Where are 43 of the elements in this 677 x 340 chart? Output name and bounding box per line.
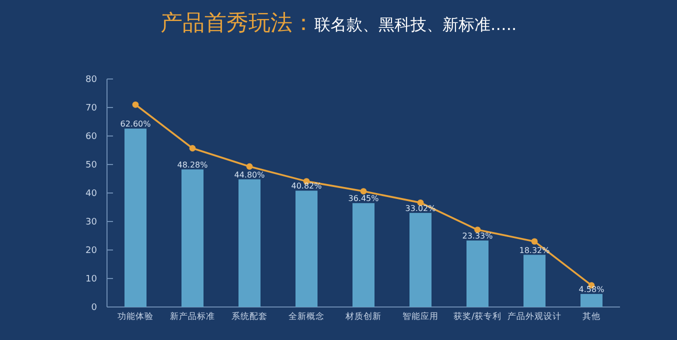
bar [182, 169, 204, 307]
x-tick-label: 材质创新 [344, 311, 382, 322]
point [531, 238, 538, 245]
x-tick-label: 系统配套 [232, 311, 268, 322]
bar [466, 240, 488, 307]
y-tick-label: 40 [86, 189, 98, 199]
data-label: 36.45% [348, 194, 380, 204]
x-tick-label: 智能应用 [402, 311, 438, 322]
bar [352, 203, 374, 307]
data-label: 62.60% [120, 120, 152, 129]
bar [580, 294, 602, 307]
y-tick-label: 50 [86, 160, 98, 170]
data-label: 48.28% [177, 160, 208, 170]
x-tick-label: 功能体验 [118, 311, 154, 322]
bar [524, 254, 546, 307]
point [246, 163, 253, 170]
y-tick-label: 10 [86, 274, 98, 284]
y-tick-label: 70 [86, 104, 98, 114]
bar [124, 128, 146, 307]
x-tick-label: 其他 [582, 311, 600, 322]
point [132, 101, 139, 108]
point [474, 226, 481, 233]
data-label: 4.58% [578, 284, 605, 294]
bar [296, 190, 318, 307]
data-label: 33.02% [405, 204, 436, 213]
chart-subtitle: 联名款、黑科技、新标准….. [314, 15, 517, 34]
y-tick-label: 20 [86, 246, 98, 256]
y-tick-label: 60 [86, 132, 98, 142]
x-tick-label: 获奖/获专利 [454, 311, 502, 322]
y-tick-label: 30 [86, 218, 98, 228]
bar [410, 212, 432, 307]
y-tick-label: 0 [91, 303, 98, 313]
bar [238, 179, 260, 307]
x-tick-label: 产品外观设计 [508, 311, 562, 322]
point [189, 145, 196, 152]
x-tick-label: 全新概念 [288, 311, 324, 322]
data-label: 23.33% [462, 232, 494, 241]
data-label: 44.80% [234, 170, 266, 180]
x-tick-label: 新产品标准 [170, 311, 215, 322]
point [360, 188, 367, 194]
data-label: 40.82% [291, 182, 322, 191]
chart-title: 产品首秀玩法： [160, 11, 314, 36]
y-tick-label: 80 [86, 75, 98, 85]
